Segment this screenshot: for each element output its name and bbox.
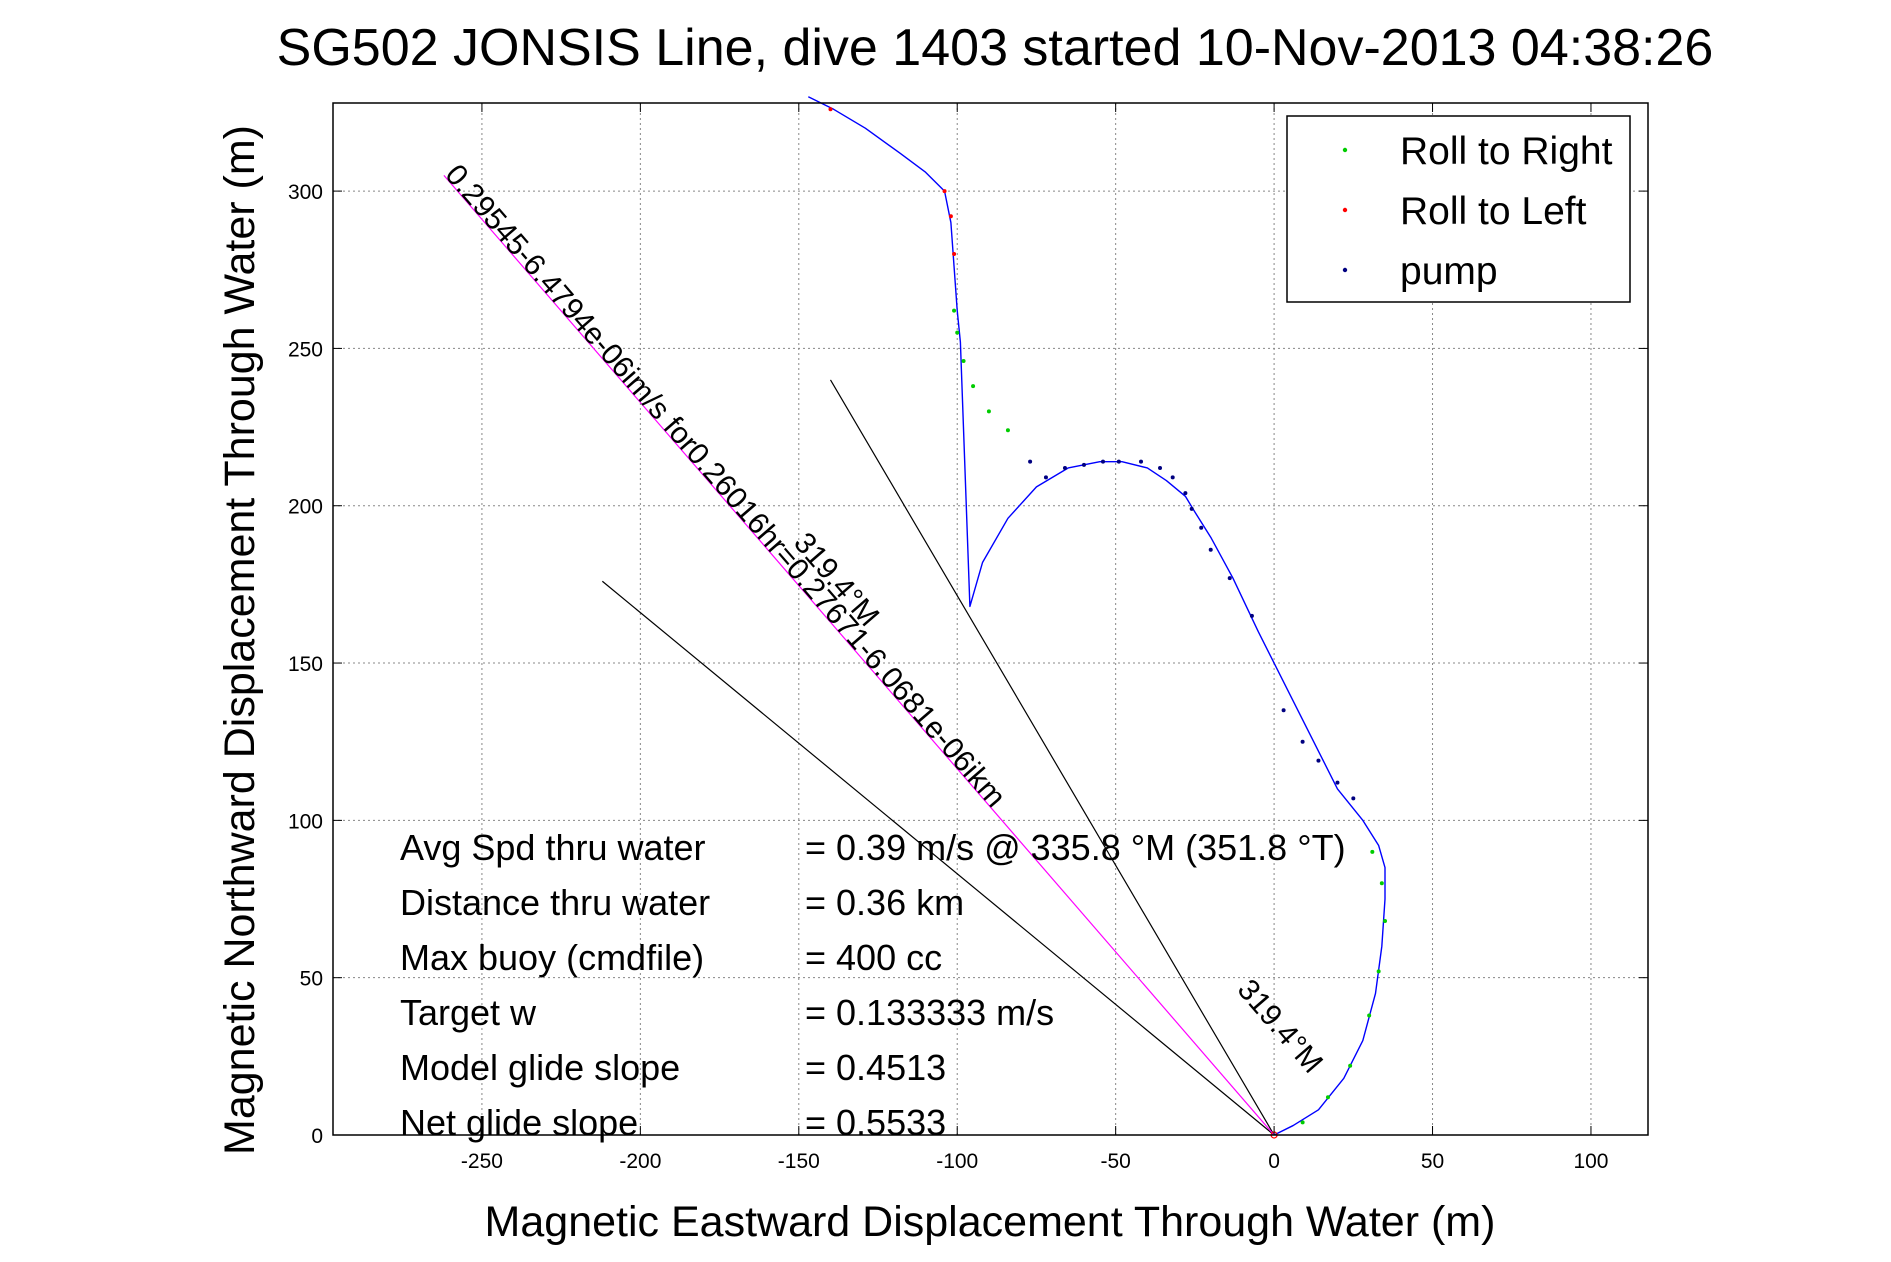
pump-marker [1300, 739, 1305, 744]
x-tick-label: -100 [936, 1150, 978, 1173]
roll-right-marker [1325, 1095, 1330, 1100]
pump-marker [1116, 459, 1121, 464]
pump-marker [1281, 708, 1286, 713]
roll-right-marker [1005, 428, 1010, 433]
roll-left-marker [948, 214, 953, 219]
stat-label: Model glide slope [400, 1047, 680, 1088]
x-tick-label: -250 [461, 1150, 503, 1173]
stat-value: = 0.36 km [805, 882, 964, 923]
pump-marker [1139, 459, 1144, 464]
pump-marker [1028, 459, 1033, 464]
stat-value: = 0.39 m/s @ 335.8 °M (351.8 °T) [805, 827, 1346, 868]
stat-label: Avg Spd thru water [400, 827, 706, 868]
reference-lines [443, 174, 1275, 1136]
y-tick-label: 0 [311, 1125, 323, 1148]
pump-marker [1249, 613, 1254, 618]
pump-marker [1183, 491, 1188, 496]
x-tick-label: 0 [1268, 1150, 1280, 1173]
pump-marker [1335, 780, 1340, 785]
stat-label: Net glide slope [400, 1102, 638, 1143]
roll-left-marker [828, 107, 833, 112]
stat-value: = 0.5533 [805, 1102, 946, 1143]
legend-label: Roll to Left [1400, 190, 1587, 233]
roll-right-marker [986, 409, 991, 414]
x-tick-label: 50 [1421, 1150, 1444, 1173]
roll-right-marker [1376, 969, 1381, 974]
y-tick-label: 250 [288, 338, 323, 361]
roll-right-marker [971, 384, 976, 389]
pump-marker [1170, 475, 1175, 480]
stat-label: Distance thru water [400, 882, 710, 923]
reference-line [829, 379, 1275, 1136]
stat-value: = 0.133333 m/s [805, 992, 1054, 1033]
stat-label: Target w [400, 992, 537, 1033]
stat-value: = 400 cc [805, 937, 942, 978]
x-tick-label: -150 [778, 1150, 820, 1173]
legend-marker [1342, 147, 1348, 153]
roll-right-marker [952, 308, 957, 313]
x-axis-label: Magnetic Eastward Displacement Through W… [485, 1198, 1496, 1246]
pump-marker [1158, 465, 1163, 470]
pump-marker [1351, 796, 1356, 801]
y-tick-label: 50 [300, 968, 323, 991]
roll-right-marker [1370, 849, 1375, 854]
track-line [807, 96, 1386, 1136]
pump-marker [1081, 462, 1086, 467]
pump-marker [1208, 547, 1213, 552]
track-markers [828, 107, 1387, 1139]
pump-marker [1043, 475, 1048, 480]
stat-value: = 0.4513 [805, 1047, 946, 1088]
x-tick-label: -50 [1100, 1150, 1130, 1173]
pump-marker [1199, 525, 1204, 530]
stat-label: Max buoy (cmdfile) [400, 937, 704, 978]
roll-left-marker [952, 252, 957, 257]
chart-title: SG502 JONSIS Line, dive 1403 started 10-… [277, 19, 1714, 77]
plot-frame [332, 102, 1649, 1136]
current-direction-line [443, 174, 1275, 1136]
legend-label: Roll to Right [1400, 130, 1613, 173]
y-tick-label: 150 [288, 653, 323, 676]
x-tick-label: -200 [619, 1150, 661, 1173]
roll-right-marker [1367, 1013, 1372, 1018]
pump-marker [1189, 506, 1194, 511]
legend-marker [1342, 267, 1348, 273]
y-axis-label: Magnetic Northward Displacement Through … [216, 125, 264, 1155]
legend-marker [1342, 207, 1348, 213]
y-tick-label: 300 [288, 181, 323, 204]
roll-right-marker [1348, 1063, 1353, 1068]
dive-track [807, 96, 1386, 1136]
roll-left-marker [942, 189, 947, 194]
y-tick-label: 200 [288, 496, 323, 519]
legend-label: pump [1400, 250, 1498, 293]
axis-ticks: -250 -200 -150 -100 -50 0 50 100 0 50 100 150 200 250… [288, 103, 1648, 1173]
pump-marker [1062, 465, 1067, 470]
roll-right-marker [1379, 881, 1384, 886]
roll-right-marker [961, 359, 966, 363]
roll-right-marker [1383, 919, 1387, 924]
pump-marker [1316, 758, 1321, 763]
y-tick-label: 100 [288, 810, 323, 833]
pump-marker [1100, 459, 1105, 464]
legend: Roll to Right Roll to Left pump [1286, 115, 1631, 303]
dive-statistics: Avg Spd thru water = 0.39 m/s @ 335.8 °M … [400, 827, 1346, 1143]
roll-right-marker [1300, 1120, 1305, 1125]
reference-line [601, 580, 1275, 1136]
roll-right-marker [955, 330, 960, 335]
pump-marker [1227, 576, 1232, 581]
x-tick-label: 100 [1573, 1150, 1608, 1173]
